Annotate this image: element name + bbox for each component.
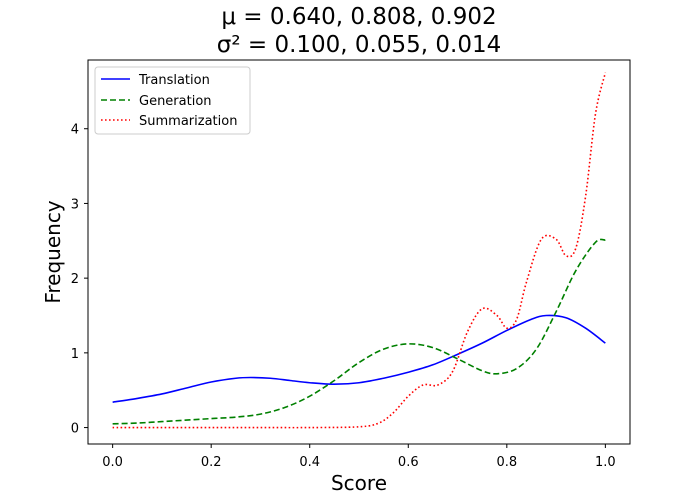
x-tick-label: 0.2 [201,455,222,470]
legend-label-generation: Generation [139,94,212,109]
y-tick-label: 0 [71,422,79,437]
y-tick-label: 4 [71,123,79,138]
y-tick-label: 2 [71,272,79,287]
chart-title-line-2: σ² = 0.100, 0.055, 0.014 [217,32,501,58]
legend: Translation Generation Summarization [94,66,251,135]
x-tick-label: 0.6 [398,455,419,470]
series-line-translation [112,314,606,403]
legend-label-summarization: Summarization [139,114,237,129]
series-line-generation [112,238,606,425]
x-axis-label: Score [331,471,387,495]
x-tick-label: 0.8 [496,455,517,470]
chart-title-line-1: μ = 0.640, 0.808, 0.902 [221,4,496,30]
x-tick-label: 1.0 [595,455,616,470]
legend-label-translation: Translation [138,73,210,88]
plot-frame [87,59,631,445]
y-axis: 0 1 2 3 4 [71,123,88,437]
y-tick-label: 3 [71,197,79,212]
series-line-summarization [112,72,607,429]
legend-box [94,66,251,135]
series-layer [112,72,607,429]
x-tick-label: 0.4 [299,455,320,470]
x-tick-label: 0.0 [102,455,123,470]
y-axis-label: Frequency [41,200,65,303]
x-axis: 0.0 0.2 0.4 0.6 0.8 1.0 [102,444,616,470]
y-tick-label: 1 [71,347,79,362]
